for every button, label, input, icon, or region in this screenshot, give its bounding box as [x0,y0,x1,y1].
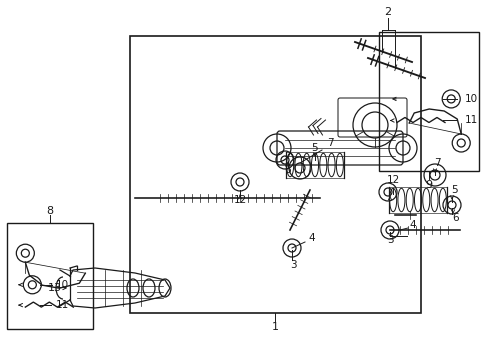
Text: 4: 4 [308,233,315,243]
Text: 12: 12 [233,195,246,205]
Text: 5: 5 [311,143,318,153]
Bar [7,223,93,329]
Text: 6: 6 [452,213,458,223]
Text: 3: 3 [289,260,296,270]
Text: 9: 9 [425,180,432,190]
Text: 8: 8 [46,206,54,216]
Text: 12: 12 [386,175,399,185]
Text: 10: 10 [464,94,477,104]
Text: 1: 1 [271,322,278,332]
Text: 5: 5 [451,185,457,195]
Bar [378,32,478,171]
Text: 13: 13 [48,283,62,293]
Text: 7: 7 [433,158,439,168]
Text: 6: 6 [284,165,291,175]
Text: 3: 3 [386,235,392,245]
Text: 7: 7 [326,138,333,148]
Text: 2: 2 [384,7,391,17]
Text: 11: 11 [464,116,477,126]
Text: 11: 11 [56,300,69,310]
Text: 10: 10 [56,280,69,290]
Bar [129,36,420,313]
Text: 4: 4 [409,220,415,230]
